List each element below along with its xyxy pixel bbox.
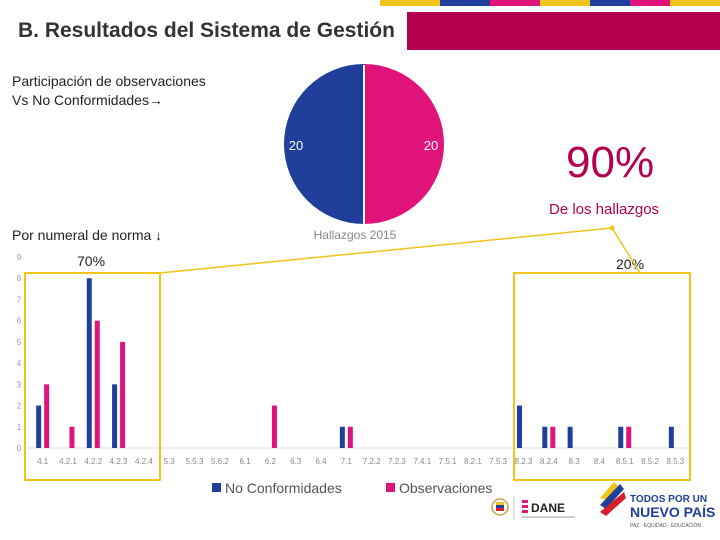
x-tick-label: 8.5.1: [616, 457, 634, 466]
x-tick-label: 5.3: [164, 457, 176, 466]
bar-no-conformidades-8.5.3: [668, 426, 674, 448]
y-tick-label: 2: [17, 402, 22, 411]
bar-no-conformidades-8.2.3: [517, 405, 522, 448]
footer-logos: DANE TODOS POR UN NUEVO PAÍS PAZ · EQUID…: [491, 482, 715, 529]
left-percent: 70%: [77, 253, 106, 269]
dane-logo-icon: DANE: [522, 500, 575, 518]
x-tick-label: 6.1: [240, 457, 252, 466]
top-color-stripe: [0, 0, 720, 12]
numeral-label: Por numeral de norma ↓: [12, 227, 163, 243]
legend: No Conformidades Observaciones: [212, 480, 492, 496]
bar-no-conformidades-8.5.1: [618, 426, 624, 448]
findings-label: De los hallazgos: [549, 201, 660, 218]
pie-slice-observaciones: [364, 64, 444, 224]
bar-observaciones-4.2.3: [120, 341, 126, 448]
bar-no-conformidades-4.2.3: [112, 384, 118, 448]
bar-observaciones-8.5.1: [626, 426, 632, 448]
x-tick-label: 6.2: [265, 457, 277, 466]
pie-chart: 20 20 Hallazgos 2015: [284, 64, 444, 242]
legend-label-no-conformidades: No Conformidades: [225, 480, 342, 496]
x-tick-label: 7.5.1: [439, 457, 457, 466]
bar-no-conformidades-8.2.4: [542, 426, 548, 448]
x-tick-label: 4.2.2: [84, 457, 102, 466]
y-tick-label: 7: [17, 295, 22, 304]
bar-no-conformidades-8.3: [567, 426, 573, 448]
x-tick-label: 8.5.3: [666, 457, 684, 466]
x-tick-label: 4.2.3: [110, 457, 128, 466]
big-percent: 90%: [566, 138, 655, 187]
y-tick-label: 5: [17, 338, 22, 347]
participation-label: Participación de observaciones Vs No Con…: [12, 72, 206, 110]
bars: [36, 278, 674, 448]
x-tick-label: 6.3: [290, 457, 302, 466]
connector-dot: [609, 225, 615, 231]
x-tick-label: 7.1: [341, 457, 353, 466]
x-tick-label: 4.2.4: [135, 457, 153, 466]
svg-text:NUEVO PAÍS: NUEVO PAÍS: [630, 504, 715, 520]
bar-observaciones-8.2.4: [550, 426, 556, 448]
pie-value-label-observaciones: 20: [424, 138, 438, 153]
connector-line-left: [159, 227, 613, 274]
bar-no-conformidades-4.1: [36, 405, 42, 448]
connector-line-right: [611, 227, 641, 274]
x-tick-label: 8.2.3: [515, 457, 533, 466]
legend-swatch-no-conformidades: [212, 483, 221, 492]
highlight-box-right: [513, 272, 691, 481]
participation-line-1: Participación de observaciones: [12, 73, 206, 89]
gov-logo-icon: [600, 482, 626, 516]
bar-observaciones-6.2: [271, 405, 277, 448]
bar-observaciones-4.2.2: [94, 320, 100, 448]
y-tick-label: 4: [17, 359, 22, 368]
y-tick-label: 6: [17, 317, 22, 326]
bar-no-conformidades-4.2.2: [86, 278, 92, 448]
x-tick-label: 7.2.2: [363, 457, 381, 466]
y-tick-label: 9: [17, 253, 22, 262]
y-axis-ticks: 0 1 2 3 4 5 6 7 8 9: [17, 253, 22, 453]
x-tick-label: 4.1: [37, 457, 49, 466]
x-tick-label: 7.4.1: [413, 457, 431, 466]
pie-slice-no-conformidades: [284, 64, 364, 224]
colombia-seal-icon: [491, 498, 509, 516]
bar-observaciones-4.2.1: [69, 426, 75, 448]
x-axis-ticks: 4.1 4.2.1 4.2.2 4.2.3 4.2.4 5.3 5.5.3 5.6.2 6.1 6…: [37, 457, 685, 466]
page-title: B. Resultados del Sistema de Gestión: [18, 19, 395, 42]
x-tick-label: 7.5.3: [489, 457, 507, 466]
x-tick-label: 8.4: [594, 457, 606, 466]
x-tick-label: 6.4: [315, 457, 327, 466]
legend-swatch-observaciones: [386, 483, 395, 492]
x-tick-label: 8.5.2: [641, 457, 659, 466]
x-tick-label: 4.2.1: [59, 457, 77, 466]
x-tick-label: 5.5.3: [186, 457, 204, 466]
y-tick-label: 0: [17, 444, 22, 453]
x-tick-label: 8.2.1: [464, 457, 482, 466]
x-tick-label: 8.2.4: [540, 457, 558, 466]
bar-chart: 0 1 2 3 4 5 6 7 8 9 4.1 4.2.1 4.2.2 4.2.3 4.2.4 5.3 5.5…: [17, 253, 690, 466]
bar-observaciones-4.1: [44, 384, 50, 448]
header-bar: B. Resultados del Sistema de Gestión: [0, 12, 720, 50]
highlight-box-left: [24, 272, 161, 481]
x-tick-label: 7.2.3: [388, 457, 406, 466]
x-tick-label: 8.3: [569, 457, 581, 466]
y-tick-label: 1: [17, 423, 22, 432]
bar-observaciones-7.1: [347, 426, 353, 448]
legend-label-observaciones: Observaciones: [399, 480, 492, 496]
svg-text:DANE: DANE: [531, 501, 565, 515]
x-tick-label: 5.6.2: [211, 457, 229, 466]
pie-title: Hallazgos 2015: [314, 228, 397, 242]
y-tick-label: 8: [17, 274, 22, 283]
pie-value-label-no-conformidades: 20: [289, 138, 303, 153]
page-title-box: B. Resultados del Sistema de Gestión: [0, 12, 407, 50]
svg-text:PAZ · EQUIDAD · EDUCACIÓN: PAZ · EQUIDAD · EDUCACIÓN: [630, 522, 701, 529]
bar-no-conformidades-7.1: [339, 426, 345, 448]
svg-text:TODOS POR UN: TODOS POR UN: [630, 494, 707, 505]
y-tick-label: 3: [17, 380, 22, 389]
participation-line-2: Vs No Conformidades→: [12, 92, 163, 108]
